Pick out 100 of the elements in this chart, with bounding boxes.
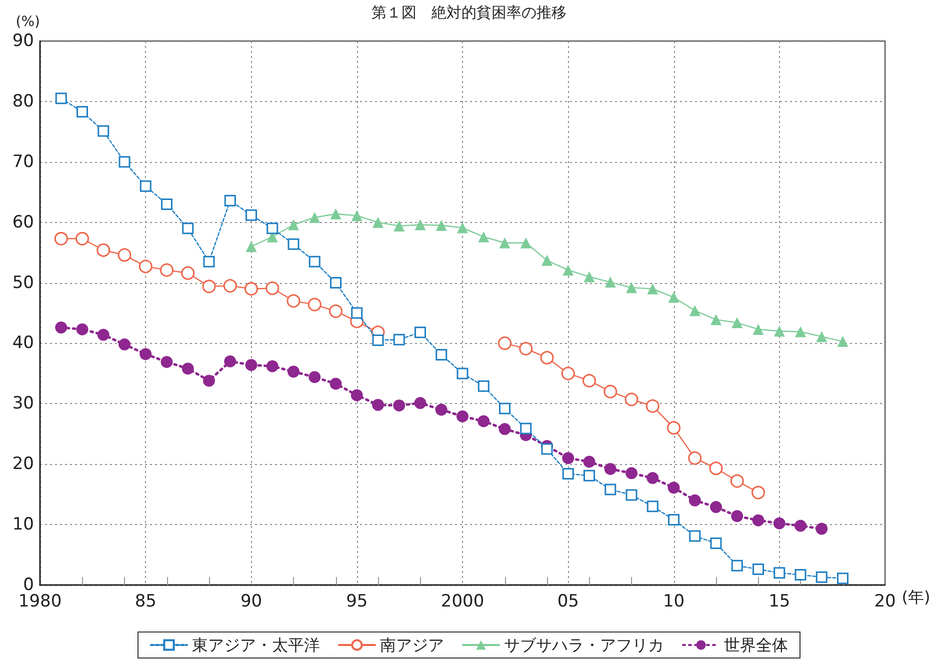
point — [710, 538, 722, 550]
point — [837, 336, 848, 347]
point — [626, 282, 637, 294]
x-tick-label: 10 — [662, 592, 685, 612]
point — [646, 472, 659, 484]
point — [604, 462, 616, 475]
point — [54, 232, 68, 246]
point — [351, 307, 363, 319]
y-tick-label: 90 — [12, 31, 34, 51]
x-tick-label: 20 — [874, 592, 896, 612]
point — [816, 331, 828, 342]
point — [688, 494, 701, 506]
point — [668, 482, 680, 494]
point — [478, 380, 490, 392]
y-tick-label: 60 — [12, 212, 34, 232]
point — [182, 362, 194, 375]
point — [350, 389, 363, 402]
x-tick-label: 15 — [768, 592, 790, 612]
point — [689, 305, 700, 316]
point — [436, 348, 448, 360]
point — [118, 338, 130, 350]
point — [393, 334, 405, 346]
point — [98, 125, 110, 137]
y-axis-title: (%) — [16, 14, 40, 30]
point — [181, 266, 195, 280]
point — [330, 208, 342, 220]
point — [160, 263, 174, 277]
point — [667, 421, 680, 435]
point — [562, 452, 574, 464]
point — [774, 567, 786, 579]
point — [288, 366, 300, 378]
point — [520, 237, 532, 248]
point — [435, 404, 448, 416]
point — [562, 468, 574, 480]
point — [414, 326, 426, 338]
point — [246, 209, 257, 221]
point — [626, 467, 638, 480]
point — [203, 256, 215, 268]
point — [795, 326, 806, 338]
point — [499, 237, 510, 248]
point — [203, 374, 215, 387]
point — [393, 399, 406, 412]
point — [372, 334, 384, 346]
point — [773, 517, 786, 530]
point — [668, 292, 680, 303]
point — [794, 520, 806, 532]
point — [372, 398, 384, 411]
x-axis-title: (年) — [902, 588, 930, 606]
point — [140, 180, 152, 192]
x-tick-label: 90 — [240, 592, 262, 612]
y-tick-label: 50 — [12, 272, 34, 293]
point — [351, 210, 362, 222]
point — [646, 399, 660, 413]
point — [246, 241, 257, 252]
point — [731, 510, 744, 522]
point — [288, 219, 299, 230]
point — [541, 443, 553, 455]
point — [329, 304, 342, 318]
point — [308, 298, 322, 312]
point — [76, 323, 88, 336]
point — [730, 474, 744, 488]
point — [76, 106, 88, 118]
point — [710, 314, 722, 326]
point — [816, 522, 828, 535]
point — [752, 514, 764, 526]
point — [816, 571, 828, 583]
point — [161, 198, 172, 210]
point — [542, 254, 552, 266]
point — [752, 324, 764, 335]
chart-title: 第１図 絶対的貧困率の推移 — [372, 4, 566, 22]
point — [436, 220, 447, 231]
point — [794, 568, 806, 580]
legend-label: 世界全体 — [724, 636, 788, 654]
y-tick-label: 80 — [12, 91, 34, 112]
point — [224, 355, 236, 368]
point — [288, 238, 300, 250]
y-tick-label: 70 — [12, 152, 34, 172]
point — [223, 279, 237, 293]
x-tick-label: 2000 — [440, 592, 484, 612]
point — [245, 358, 258, 371]
point — [604, 384, 618, 398]
point — [774, 326, 785, 337]
x-tick-label: 85 — [134, 592, 156, 612]
point — [414, 397, 426, 410]
point — [732, 317, 743, 328]
point — [308, 256, 320, 268]
point — [372, 216, 384, 228]
point — [76, 232, 89, 246]
point — [286, 294, 300, 308]
point — [519, 342, 533, 356]
point — [224, 194, 236, 206]
point — [752, 486, 765, 500]
point — [202, 280, 216, 294]
point — [330, 277, 342, 289]
point — [624, 392, 638, 406]
point — [456, 368, 468, 380]
y-tick-label: 10 — [12, 514, 34, 535]
point — [96, 243, 110, 257]
point — [689, 530, 701, 542]
point — [456, 410, 468, 422]
